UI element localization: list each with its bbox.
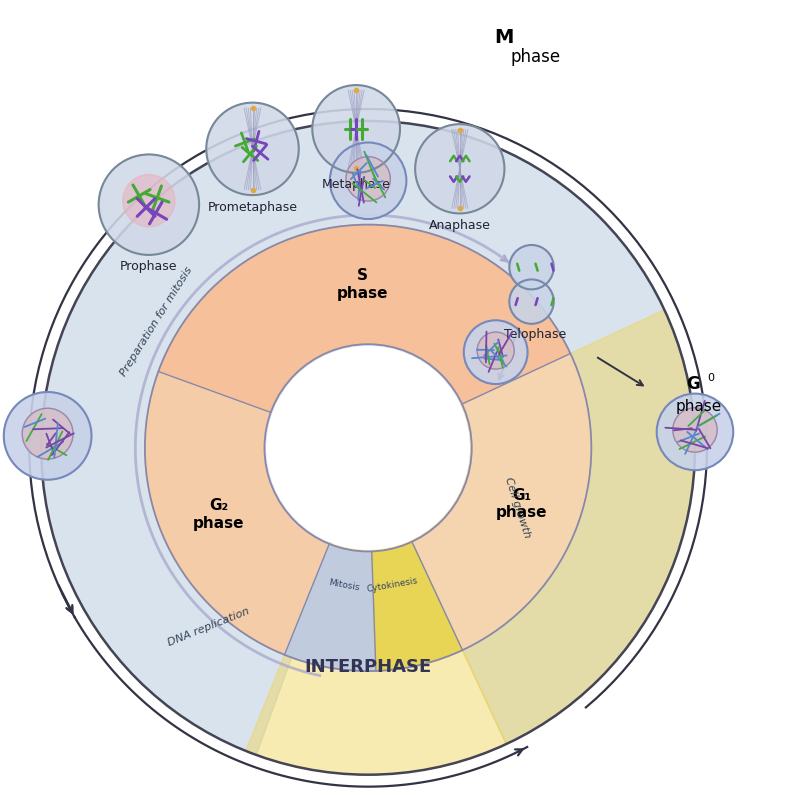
Text: Preparation for mitosis: Preparation for mitosis xyxy=(119,266,194,378)
Circle shape xyxy=(98,154,199,255)
Polygon shape xyxy=(285,544,376,671)
Polygon shape xyxy=(145,371,330,655)
Circle shape xyxy=(464,320,527,384)
Circle shape xyxy=(312,85,400,173)
Text: Mitosis: Mitosis xyxy=(328,578,360,592)
Text: INTERPHASE: INTERPHASE xyxy=(305,658,432,676)
Polygon shape xyxy=(158,225,570,412)
Circle shape xyxy=(415,124,505,214)
Circle shape xyxy=(673,408,717,452)
Circle shape xyxy=(4,392,91,480)
Circle shape xyxy=(657,394,734,470)
Text: G₁
phase: G₁ phase xyxy=(496,487,547,520)
Text: Prometaphase: Prometaphase xyxy=(207,201,298,214)
Text: M: M xyxy=(494,28,514,46)
Polygon shape xyxy=(412,354,591,650)
Text: phase: phase xyxy=(676,399,722,414)
Text: Prophase: Prophase xyxy=(120,261,178,274)
Circle shape xyxy=(206,102,298,195)
Text: Cytokinesis: Cytokinesis xyxy=(366,576,418,594)
Text: Telophase: Telophase xyxy=(505,328,566,342)
Polygon shape xyxy=(246,448,506,774)
Polygon shape xyxy=(368,310,695,744)
Polygon shape xyxy=(372,542,462,671)
Circle shape xyxy=(267,346,470,549)
Text: phase: phase xyxy=(510,48,561,66)
Circle shape xyxy=(330,142,406,219)
Polygon shape xyxy=(42,121,695,755)
Circle shape xyxy=(22,408,73,459)
Circle shape xyxy=(122,174,175,226)
Text: G₂
phase: G₂ phase xyxy=(193,498,245,530)
Text: 0: 0 xyxy=(707,373,714,382)
Text: Metaphase: Metaphase xyxy=(322,178,390,191)
Text: G: G xyxy=(686,375,699,393)
Text: S
phase: S phase xyxy=(337,268,388,301)
Text: Anaphase: Anaphase xyxy=(429,219,490,232)
Text: DNA replication: DNA replication xyxy=(166,606,251,648)
Circle shape xyxy=(510,279,554,324)
Circle shape xyxy=(346,157,390,201)
Text: Cell growth: Cell growth xyxy=(503,476,533,539)
Circle shape xyxy=(477,332,514,369)
Circle shape xyxy=(510,245,554,290)
